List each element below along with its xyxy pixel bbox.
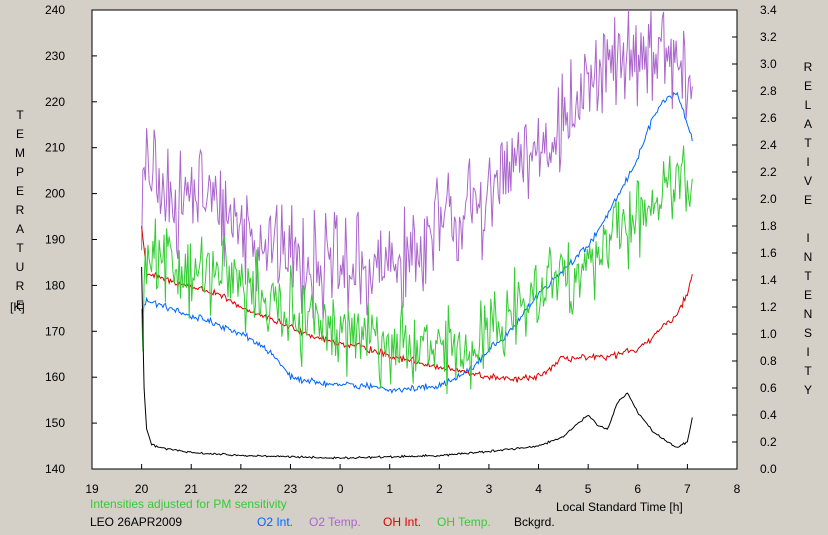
series-layer	[141, 9, 693, 460]
right-tick-label: 3.0	[760, 57, 777, 71]
series-line-oh-temp	[141, 145, 693, 395]
axis-label-letter: N	[803, 250, 813, 264]
right-tick-label: 1.0	[760, 327, 777, 341]
x-tick-label: 1	[386, 482, 393, 496]
x-tick-label: 6	[634, 482, 641, 496]
axis-label-letter: A	[803, 117, 812, 131]
axis-label-letter: I	[806, 345, 810, 359]
left-tick-label: 230	[45, 49, 65, 63]
legend-o2-temp: O2 Temp.	[309, 515, 361, 529]
x-tick-label: 8	[734, 482, 741, 496]
axis-label-letter: T	[16, 241, 24, 255]
axis-label-letter: I	[806, 231, 810, 245]
legend-oh-temp: OH Temp.	[437, 515, 491, 529]
axis-label-letter: N	[803, 307, 813, 321]
right-tick-label: 3.2	[760, 30, 777, 44]
axis-label-letter: P	[15, 165, 24, 179]
axis-label-letter: L	[804, 98, 812, 112]
right-tick-label: 2.2	[760, 165, 777, 179]
legend-bckgrd: Bckgrd.	[514, 515, 555, 529]
x-tick-label: 4	[535, 482, 542, 496]
axis-label-letter: R	[15, 203, 25, 217]
right-tick-label: 1.6	[760, 246, 777, 260]
axis-label-letter: V	[803, 174, 812, 188]
axis-label-letter: E	[15, 127, 24, 141]
x-tick-label: 22	[234, 482, 248, 496]
right-tick-label: 2.8	[760, 84, 777, 98]
axis-label-letter: I	[806, 155, 810, 169]
right-tick-label: 0.2	[760, 435, 777, 449]
x-tick-label: 2	[436, 482, 443, 496]
x-tick-label: 19	[85, 482, 99, 496]
right-tick-label: 0.8	[760, 354, 777, 368]
axis-label-letter: Y	[803, 383, 812, 397]
right-tick-label: 2.6	[760, 111, 777, 125]
legend-oh-int: OH Int.	[383, 515, 422, 529]
axis-label-letter: U	[15, 260, 25, 274]
x-axis-ticks: 19 20 21 22 23 0 1 2 3 4 5 6 7 8	[85, 464, 741, 496]
left-tick-label: 180	[45, 278, 65, 292]
station-date-label: LEO 26APR2009	[90, 515, 183, 529]
legend-o2-int: O2 Int.	[257, 515, 294, 529]
axis-label-letter: R	[803, 60, 813, 74]
right-tick-label: 1.4	[760, 273, 777, 287]
x-tick-label: 3	[486, 482, 493, 496]
axis-label-letter: E	[803, 79, 812, 93]
right-tick-label: 0.6	[760, 381, 777, 395]
axis-label-letter: T	[804, 269, 812, 283]
left-tick-label: 200	[45, 187, 65, 201]
left-tick-label: 190	[45, 233, 65, 247]
axis-label-letter: R	[15, 279, 25, 293]
x-tick-label: 20	[135, 482, 149, 496]
x-tick-label: 7	[684, 482, 691, 496]
axis-label-letter: M	[15, 146, 25, 160]
left-tick-label: 220	[45, 95, 65, 109]
x-tick-label: 21	[185, 482, 199, 496]
axis-label-letter: E	[803, 288, 812, 302]
series-line-oh-int	[141, 226, 693, 383]
series-line-o2-temp	[141, 9, 693, 320]
x-axis-label: Local Standard Time [h]	[556, 500, 683, 514]
x-tick-label: 23	[284, 482, 298, 496]
series-line-o2-int	[141, 91, 693, 395]
right-tick-label: 2.4	[760, 138, 777, 152]
x-tick-label: 0	[337, 482, 344, 496]
axis-label-letter: A	[15, 222, 24, 236]
series-line-bckgrd	[141, 266, 693, 460]
right-tick-label: 3.4	[760, 3, 777, 17]
axis-label-letter: E	[15, 184, 24, 198]
axis-label-letter: E	[803, 193, 812, 207]
right-tick-label: 0.4	[760, 408, 777, 422]
right-tick-label: 0.0	[760, 462, 777, 476]
axis-label-letter: T	[804, 364, 812, 378]
right-tick-label: 1.2	[760, 300, 777, 314]
right-tick-label: 1.8	[760, 219, 777, 233]
sensitivity-note: Intensities adjusted for PM sensitivity	[90, 497, 287, 511]
axis-label-letter: T	[16, 108, 24, 122]
axis-label-letter: T	[804, 136, 812, 150]
left-axis-ticks: 140 150 160 170 180 190 200 210 220 230 240	[45, 3, 97, 476]
left-tick-label: 140	[45, 462, 65, 476]
left-tick-label: 170	[45, 324, 65, 338]
axis-label-letter: S	[803, 326, 812, 340]
axis-label-letter: E	[15, 298, 24, 312]
left-tick-label: 210	[45, 141, 65, 155]
left-tick-label: 240	[45, 3, 65, 17]
right-axis-ticks: 0.0 0.2 0.4 0.6 0.8 1.0 1.2 1.4 1.6 1.8 2.0 2.2 2.4 2…	[732, 3, 777, 476]
right-tick-label: 2.0	[760, 192, 777, 206]
axis-label-gap	[798, 210, 818, 229]
left-tick-label: 150	[45, 416, 65, 430]
left-tick-label: 160	[45, 370, 65, 384]
left-axis-unit: [K]	[10, 300, 25, 314]
x-tick-label: 5	[585, 482, 592, 496]
